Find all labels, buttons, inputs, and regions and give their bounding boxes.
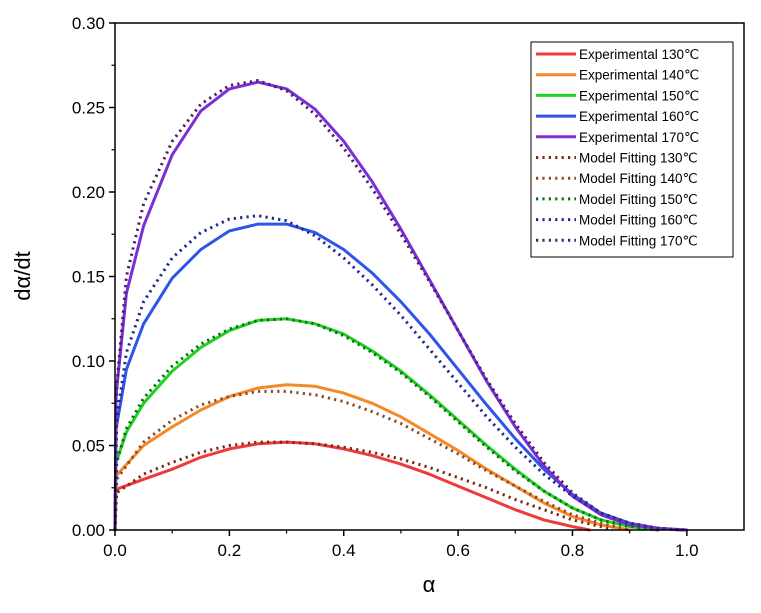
x-tick-label-3: 0.6	[446, 541, 470, 560]
series-line-5	[113, 440, 613, 532]
ticks-layer: 0.0 0.2 0.4 0.6 0.8 1.0 0.00 0.05 0.10 0.15 0.20 0.…	[72, 14, 699, 560]
y-tick-label-3: 0.15	[72, 268, 105, 287]
series-line-0	[113, 440, 592, 532]
y-tick-label-2: 0.10	[72, 352, 105, 371]
x-tick-label-2: 0.4	[332, 541, 356, 560]
legend-label-9: Model Fitting 170℃	[579, 233, 698, 248]
x-tick-label-5: 1.0	[675, 541, 699, 560]
y-tick-label-6: 0.30	[72, 14, 105, 33]
legend-box	[530, 41, 734, 258]
y-axis-title: dα/dt	[10, 251, 35, 300]
y-tick-label-4: 0.20	[72, 183, 105, 202]
legend-label-0: Experimental 130℃	[579, 47, 699, 62]
x-tick-label-4: 0.8	[561, 541, 585, 560]
x-axis-title: α	[423, 572, 436, 597]
legend-label-3: Experimental 160℃	[579, 109, 699, 124]
legend-label-2: Experimental 150℃	[579, 88, 699, 103]
x-tick-label-0: 0.0	[103, 541, 127, 560]
legend-label-8: Model Fitting 160℃	[579, 213, 698, 228]
legend-label-5: Model Fitting 130℃	[579, 151, 698, 166]
y-tick-label-5: 0.25	[72, 99, 105, 118]
y-tick-label-1: 0.05	[72, 437, 105, 456]
series-line-2	[113, 317, 660, 532]
series-line-1	[113, 383, 632, 532]
legend: Experimental 130℃ Experimental 140℃ Experi…	[530, 41, 734, 258]
legend-label-1: Experimental 140℃	[579, 68, 699, 83]
legend-label-4: Experimental 170℃	[579, 130, 699, 145]
legend-label-6: Model Fitting 140℃	[579, 171, 698, 186]
legend-label-7: Model Fitting 150℃	[579, 192, 698, 207]
y-tick-label-0: 0.00	[72, 521, 105, 540]
series-layer	[113, 79, 689, 532]
series-line-7	[113, 317, 659, 532]
x-tick-label-1: 0.2	[218, 541, 242, 560]
series-line-4	[113, 80, 689, 532]
series-line-8	[113, 214, 682, 532]
